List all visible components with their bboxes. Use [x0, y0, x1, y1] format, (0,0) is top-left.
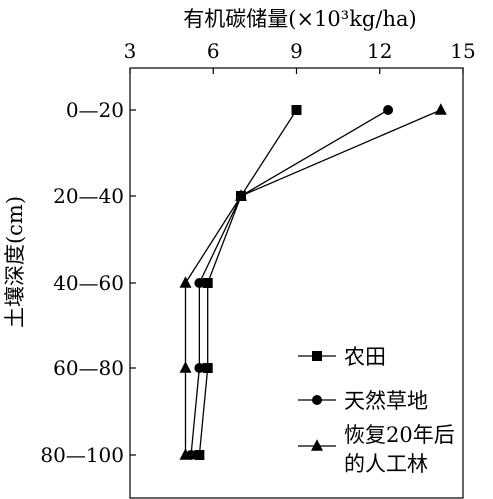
- x-tick-label: 6: [207, 39, 220, 63]
- data-point-circle: [194, 278, 204, 288]
- y-tick-label: 80—100: [40, 443, 124, 467]
- data-point-circle: [194, 363, 204, 373]
- x-tick-label: 15: [450, 39, 475, 63]
- y-axis-ticks: 0—20 20—40 40—60 60—80 80—100: [40, 98, 136, 467]
- y-tick-label: 40—60: [53, 271, 124, 295]
- x-axis-title: 有机碳储量(×10³kg/ha): [183, 7, 416, 31]
- data-point-square: [292, 105, 302, 115]
- series-line-square: [199, 110, 296, 455]
- data-point-triangle: [435, 103, 447, 115]
- legend-marker-square: [312, 351, 322, 361]
- legend-marker-circle: [312, 395, 322, 405]
- legend-label: 天然草地: [344, 389, 428, 413]
- y-tick-label: 60—80: [53, 356, 124, 380]
- legend-marker-triangle: [311, 439, 323, 451]
- legend-label: 农田: [344, 345, 386, 369]
- data-point-triangle: [180, 276, 192, 288]
- legend-label: 的人工林: [344, 452, 428, 476]
- x-tick-label: 9: [290, 39, 303, 63]
- y-axis-title: 土壤深度(cm): [3, 196, 27, 328]
- x-axis-ticks: 3 6 9 12 15: [124, 39, 476, 74]
- x-tick-label: 3: [124, 39, 137, 63]
- data-point-triangle: [180, 361, 192, 373]
- y-tick-label: 0—20: [66, 98, 124, 122]
- y-tick-label: 20—40: [53, 184, 124, 208]
- legend-label: 恢复20年后: [344, 423, 455, 447]
- x-tick-label: 12: [367, 39, 392, 63]
- data-point-circle: [383, 105, 393, 115]
